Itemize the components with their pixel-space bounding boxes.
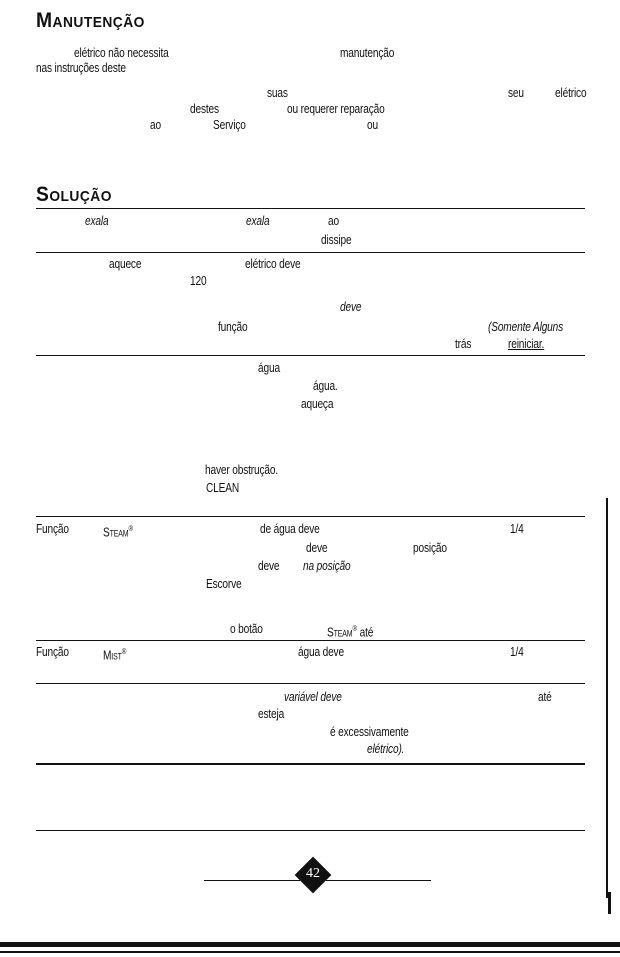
table-bottom-rule xyxy=(36,830,585,831)
text-fragment: trás xyxy=(455,336,472,351)
text-fragment: deve xyxy=(340,299,362,314)
footer-rule-thin xyxy=(0,951,620,953)
text-fragment: até xyxy=(359,624,374,640)
text-fragment: Steam® xyxy=(103,522,133,539)
registered-mark: ® xyxy=(121,647,127,656)
section-heading-manutencao: Manutenção xyxy=(36,9,145,32)
text-fragment: de água deve xyxy=(260,521,320,536)
text-fragment: 120 xyxy=(190,273,207,288)
text-fragment: elétrico deve xyxy=(245,256,301,271)
section-heading-solucao: Solução xyxy=(36,183,112,206)
text-fragment: elétrico não necessita xyxy=(74,45,169,60)
table-top-rule xyxy=(36,208,585,209)
text-fragment: exala xyxy=(246,213,270,228)
text-fragment: água deve xyxy=(298,644,344,659)
binding-bar xyxy=(606,498,608,898)
page-number-line-right xyxy=(326,880,431,881)
row-divider xyxy=(36,252,585,253)
text-fragment: elétrico). xyxy=(367,741,405,756)
text-fragment: Serviço xyxy=(213,117,246,132)
text-fragment: ou requerer reparação xyxy=(287,101,385,116)
text-fragment: posição xyxy=(413,540,447,555)
registered-mark: ® xyxy=(128,524,133,533)
text-fragment: 1/4 xyxy=(510,521,524,536)
binding-hook xyxy=(608,892,611,914)
text-fragment: até xyxy=(538,689,552,704)
page-number: 42 xyxy=(306,866,320,881)
text-fragment: exala xyxy=(85,213,109,228)
text-fragment: Mist® xyxy=(103,645,126,662)
text-fragment: nas instruções deste xyxy=(36,60,126,75)
text-fragment: dissipe xyxy=(321,232,352,247)
text-fragment: ou xyxy=(367,117,378,132)
text-fragment: seu xyxy=(508,85,524,100)
text-fragment: Função xyxy=(36,644,69,659)
text-fragment: esteja xyxy=(258,706,285,721)
text-fragment: água xyxy=(258,360,280,375)
text-fragment: suas xyxy=(267,85,288,100)
text-fragment: haver obstrução. xyxy=(205,462,279,477)
text-fragment: deve xyxy=(306,540,328,555)
footer-rule-thick xyxy=(0,942,620,947)
text-fragment: ao xyxy=(328,213,339,228)
text-fragment: CLEAN xyxy=(206,480,240,495)
text-fragment: função xyxy=(218,319,248,334)
text-fragment: na posição xyxy=(303,558,351,573)
row-divider xyxy=(36,516,585,517)
steam-label: Steam xyxy=(327,624,353,640)
text-fragment: elétrico xyxy=(555,85,587,100)
text-fragment: o botão xyxy=(230,621,263,636)
text-fragment: é excessivamente xyxy=(330,724,409,739)
text-fragment: reiniciar. xyxy=(508,336,545,351)
mist-label: Mist xyxy=(103,647,122,663)
text-fragment: Função xyxy=(36,521,69,536)
page-number-line-left xyxy=(204,880,300,881)
text-fragment: (Somente Alguns xyxy=(488,319,564,334)
text-fragment: 1/4 xyxy=(510,644,524,659)
text-fragment: variável deve xyxy=(284,689,342,704)
steam-label: Steam xyxy=(103,524,129,540)
text-fragment: água. xyxy=(313,378,338,393)
row-divider xyxy=(36,763,585,765)
row-divider xyxy=(36,640,585,641)
text-fragment: manutenção xyxy=(340,45,395,60)
text-fragment: aqueça xyxy=(301,396,334,411)
text-fragment: Steam® até xyxy=(327,622,373,639)
text-fragment: aquece xyxy=(109,256,142,271)
text-fragment: Escorve xyxy=(206,576,242,591)
text-fragment: deve xyxy=(258,558,280,573)
row-divider xyxy=(36,683,585,684)
text-fragment: ao xyxy=(150,117,161,132)
registered-mark: ® xyxy=(352,624,357,633)
row-divider xyxy=(36,355,585,356)
text-fragment: destes xyxy=(190,101,219,116)
